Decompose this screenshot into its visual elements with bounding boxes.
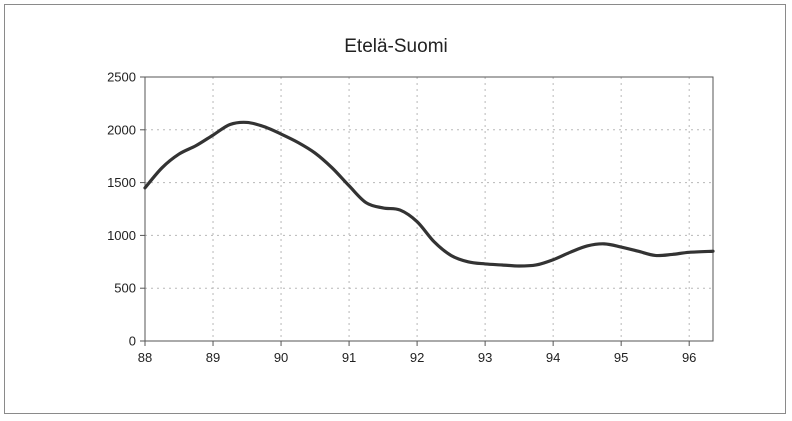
x-tick-label: 88 — [138, 350, 152, 365]
plot-area — [144, 76, 714, 342]
y-tick-label: 1000 — [107, 228, 136, 243]
x-tick-label: 94 — [546, 350, 560, 365]
x-tick-label: 96 — [682, 350, 696, 365]
y-tick-label: 500 — [114, 281, 136, 296]
series-layer — [143, 120, 715, 268]
x-tick-label: 93 — [478, 350, 492, 365]
chart-title: Etelä-Suomi — [344, 36, 448, 57]
y-axis: 0 500 1000 1500 2000 2500 — [107, 70, 145, 349]
x-tick-label: 89 — [206, 350, 220, 365]
x-tick-label: 95 — [614, 350, 628, 365]
x-tick-label: 91 — [342, 350, 356, 365]
series-line — [143, 120, 715, 268]
y-tick-label: 1500 — [107, 175, 136, 190]
grid-lines — [145, 77, 713, 341]
x-axis: 88 89 90 91 92 93 94 95 96 — [138, 341, 696, 365]
x-tick-label: 90 — [274, 350, 288, 365]
y-tick-label: 2500 — [107, 70, 136, 85]
y-tick-label: 2000 — [107, 122, 136, 137]
x-tick-label: 92 — [410, 350, 424, 365]
y-tick-label: 0 — [129, 334, 136, 349]
